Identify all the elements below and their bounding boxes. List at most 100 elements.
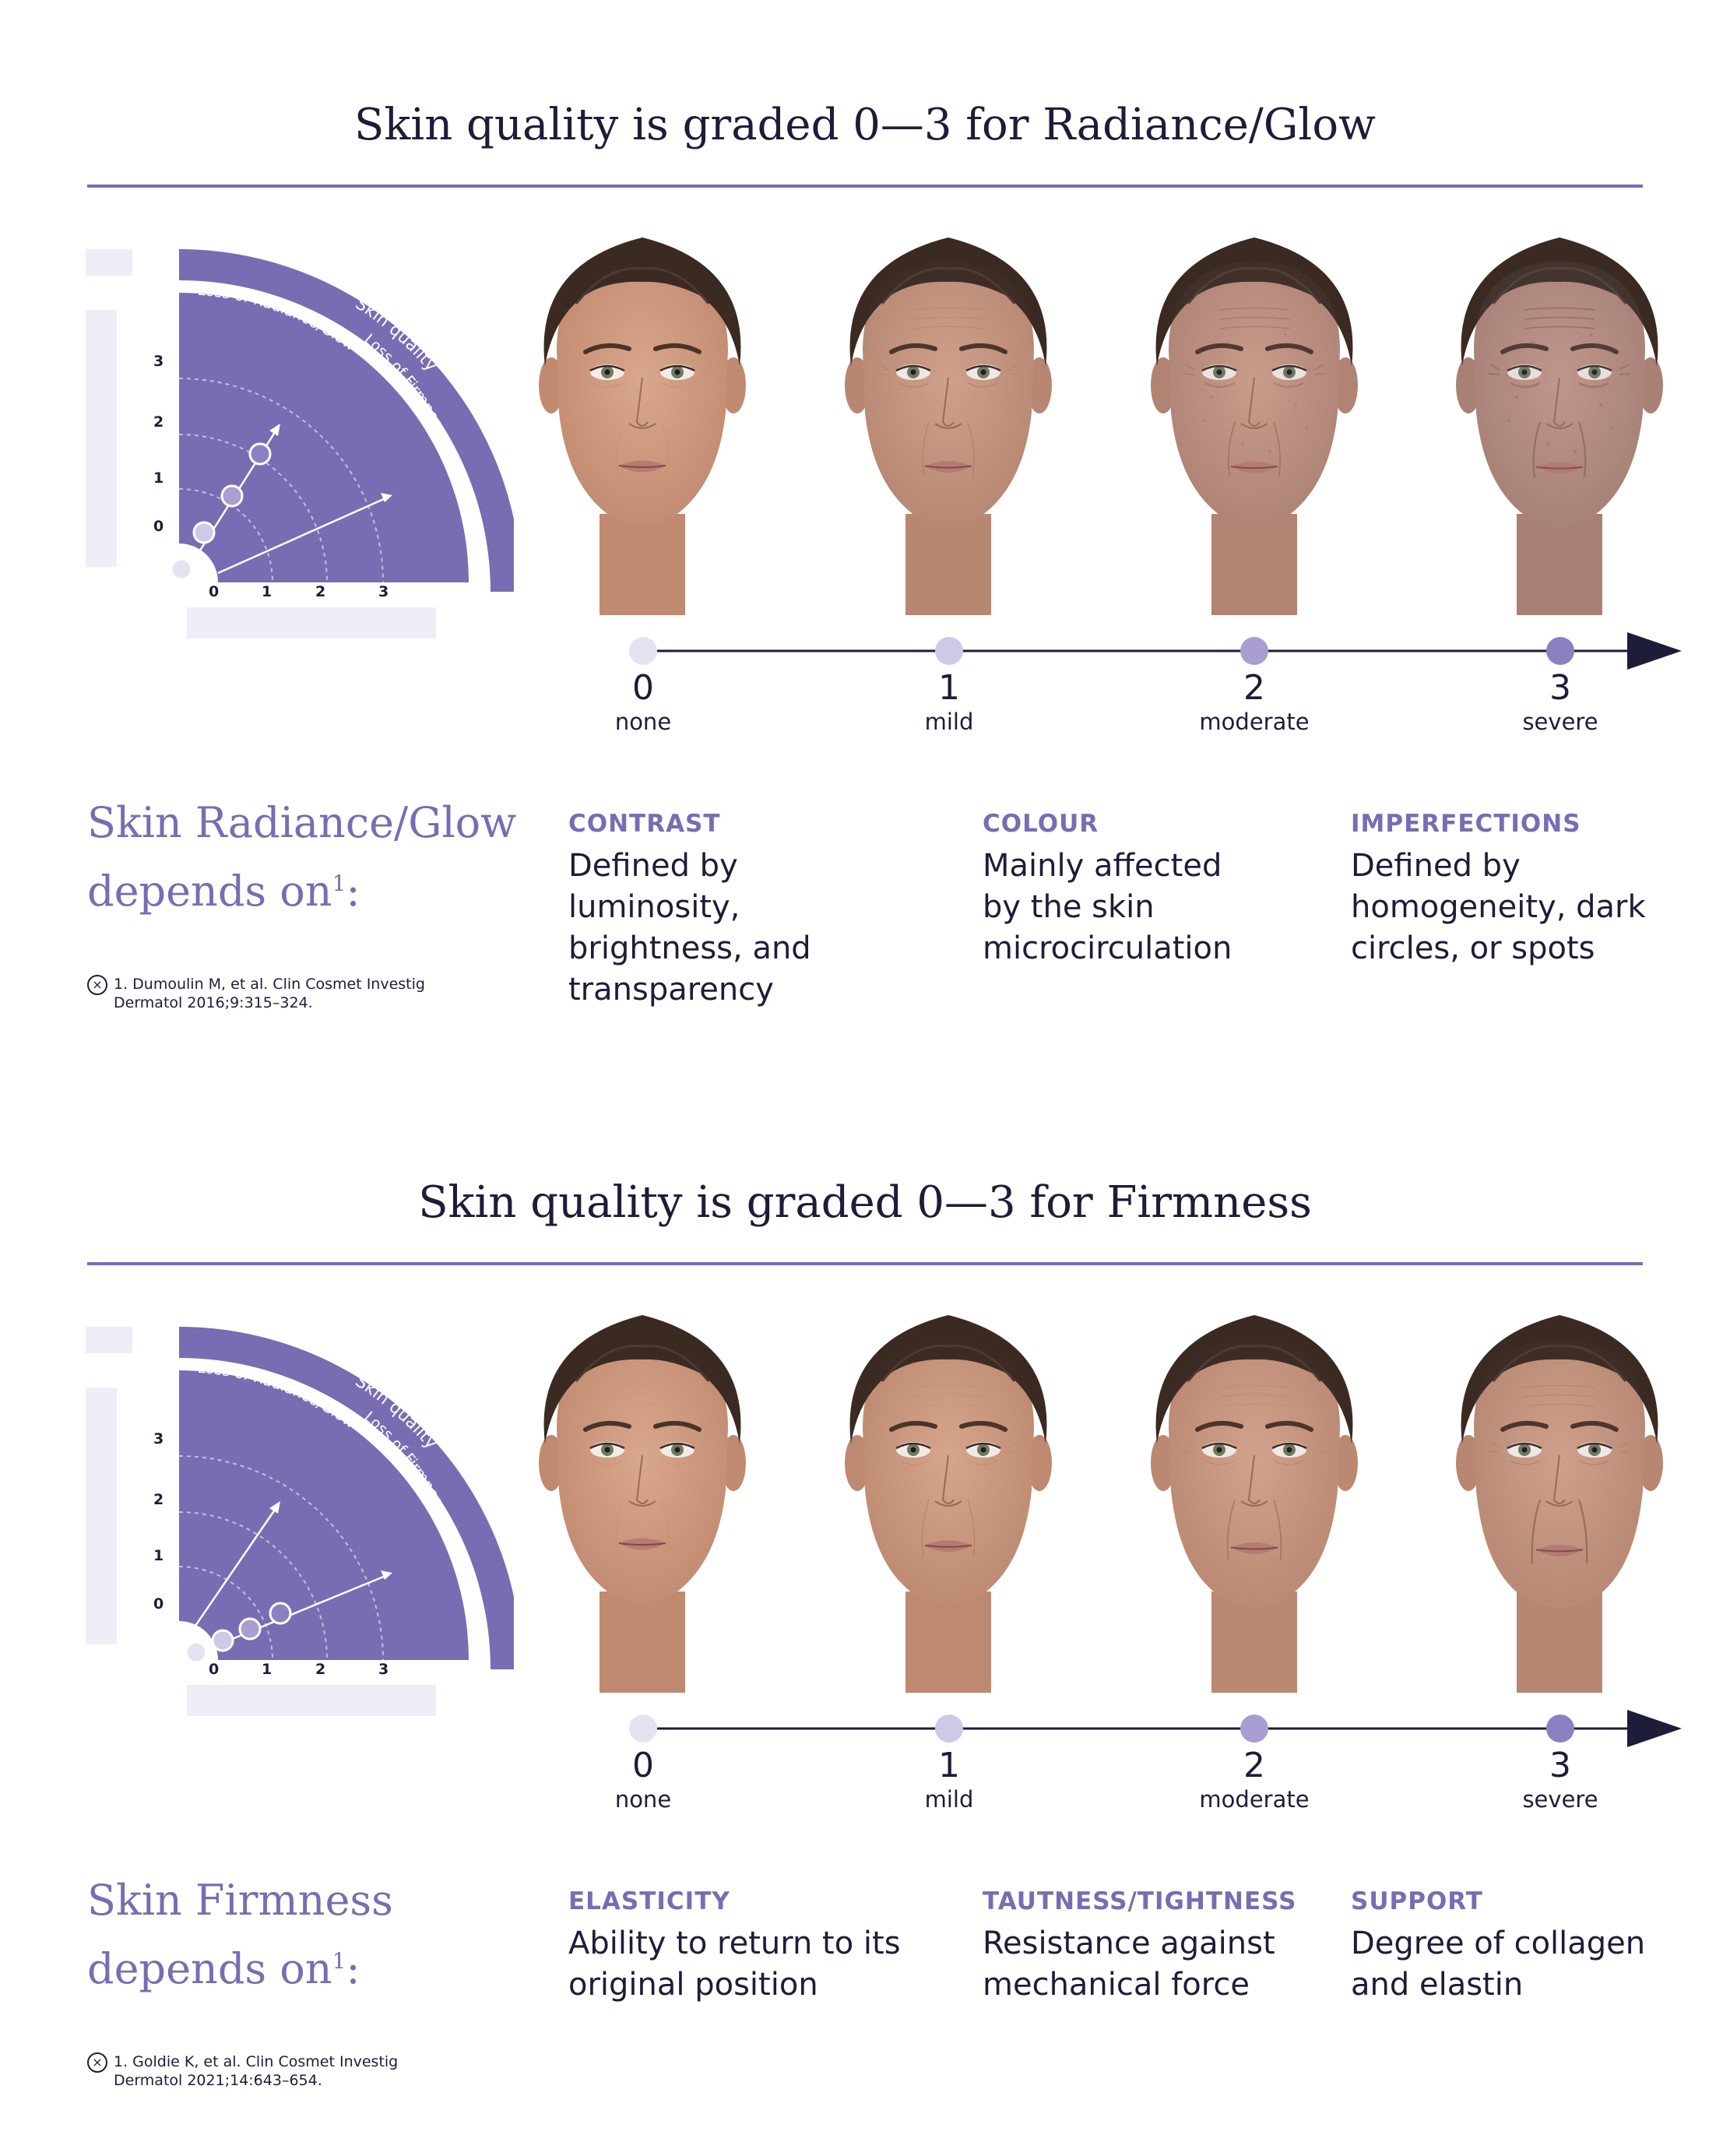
- scale-dot-1: [935, 637, 963, 665]
- depends-heading: Skin Radiance/Glow depends on1:: [87, 793, 539, 922]
- grade-ring: [178, 378, 384, 583]
- grade-ring: [178, 1566, 273, 1661]
- grade-label: severe: [1522, 709, 1598, 735]
- arrowhead: [269, 424, 280, 436]
- factor-imperfections: IMPERFECTIONS Defined by homogeneity, da…: [1351, 810, 1662, 969]
- factor-elasticity: ELASTICITY Ability to return to its orig…: [568, 1887, 919, 2006]
- y-tick: 3: [153, 1430, 164, 1447]
- y-tick: 0: [153, 518, 164, 535]
- depends-suffix: :: [346, 867, 360, 916]
- grade-number: 1: [938, 1746, 960, 1785]
- y-tick: 2: [153, 1491, 164, 1508]
- face-grade-0: [514, 1296, 771, 1693]
- firmness-axis-arrow: [217, 497, 386, 575]
- depends-line2: depends on: [87, 867, 332, 916]
- scale-dot-2: [1240, 637, 1268, 665]
- x-tick: 2: [315, 1661, 325, 1678]
- x-tick: 3: [378, 1661, 389, 1678]
- face-grade-2: [1126, 1296, 1383, 1693]
- grade-label: none: [614, 1786, 672, 1813]
- grade-label: moderate: [1199, 709, 1310, 735]
- face-illustration: [845, 237, 1052, 615]
- factor-description: Resistance against mechanical force: [983, 1926, 1275, 2003]
- section-title: Skin quality is graded 0—3 for Firmness: [418, 1177, 1312, 1228]
- factor-contrast: CONTRAST Defined by luminosity, brightne…: [568, 810, 919, 1011]
- section-title: Skin quality is graded 0—3 for Radiance/…: [353, 100, 1376, 150]
- face-illustration: [1456, 237, 1663, 615]
- grade-label: moderate: [1199, 1786, 1310, 1813]
- depends-heading: Skin Firmness depends on1:: [87, 1870, 539, 1999]
- factor-description: Defined by luminosity, brightness, and t…: [568, 848, 811, 1008]
- title-divider: [87, 185, 1643, 188]
- face-illustration: [539, 237, 746, 615]
- backdrop-slab: [86, 310, 117, 567]
- reference-icon: ×: [87, 975, 107, 995]
- title-divider: [87, 1262, 1643, 1265]
- face-illustration: [1151, 1315, 1358, 1693]
- grade-ring: [178, 488, 273, 583]
- skin-quality-band: [179, 1327, 522, 1669]
- quadrant-fill: [179, 293, 469, 582]
- x-tick: 1: [262, 583, 272, 600]
- firmness-section: Skin quality is graded 0—3 for Firmness: [0, 1078, 1730, 2156]
- grade-label: mild: [924, 709, 974, 735]
- quadrant-fill: [179, 1370, 469, 1660]
- reference-note: × 1. Dumoulin M, et al. Clin Cosmet Inves…: [87, 975, 476, 1012]
- grade-dot-2: [220, 484, 244, 508]
- x-tick: 2: [315, 583, 325, 600]
- factor-description: Degree of collagen and elastin: [1351, 1926, 1646, 2003]
- factor-description: Mainly affected by the skin microcircula…: [983, 848, 1232, 966]
- backdrop-slab: [86, 1327, 132, 1353]
- grade-dot-3: [269, 1602, 292, 1625]
- grade-label: none: [614, 709, 672, 735]
- face-grade-1: [820, 218, 1077, 615]
- face-illustration: [845, 1315, 1052, 1693]
- grade-dot-3: [248, 442, 272, 466]
- grade-number: 3: [1549, 1746, 1571, 1785]
- backdrop-slab: [187, 1685, 436, 1716]
- x-tick: 1: [262, 1661, 272, 1678]
- factor-support: SUPPORT Degree of collagen and elastin: [1351, 1887, 1662, 2006]
- arrowhead: [381, 1570, 392, 1580]
- scale-arrowhead: [1627, 1710, 1682, 1747]
- y-tick: 1: [153, 1547, 164, 1564]
- grade-number: 2: [1243, 1746, 1265, 1785]
- scale-dot-3: [1546, 637, 1574, 665]
- depends-line1: Skin Firmness: [87, 1876, 393, 1925]
- factor-description: Ability to return to its original positi…: [568, 1926, 901, 2003]
- grade-number: 0: [632, 668, 654, 708]
- quadrant-svg: Skin quality Loss of Radiance/Glow Loss …: [86, 1327, 522, 1716]
- scale-dot-1: [935, 1715, 963, 1743]
- reference-note: × 1. Goldie K, et al. Clin Cosmet Investi…: [87, 2052, 476, 2090]
- x-tick: 0: [209, 1661, 219, 1678]
- arrowhead: [381, 493, 392, 502]
- grade-ring: [178, 1455, 384, 1661]
- grade-label: severe: [1522, 1786, 1598, 1813]
- depends-suffix: :: [346, 1944, 360, 1993]
- face-illustration: [539, 1315, 746, 1693]
- skin-quality-band: [179, 249, 522, 592]
- grade-number: 0: [632, 1746, 654, 1785]
- grade-number: 2: [1243, 668, 1265, 708]
- scale-dot-0: [629, 1715, 657, 1743]
- face-grade-3: [1431, 1296, 1688, 1693]
- face-illustration: [1151, 237, 1358, 615]
- scale-dot-3: [1546, 1715, 1574, 1743]
- y-tick: 2: [153, 413, 164, 431]
- grade-number: 1: [938, 668, 960, 708]
- grade-ring: [178, 1511, 328, 1661]
- grade-dot-0: [170, 557, 193, 581]
- skin-quality-quadrant-diagram: Skin quality Loss of Radiance/Glow Loss …: [78, 234, 522, 670]
- radiance-section: Skin quality is graded 0—3 for Radiance/…: [78, 100, 1682, 1012]
- grade-dot-0: [185, 1641, 208, 1664]
- y-tick: 3: [153, 353, 164, 370]
- depends-line2: depends on: [87, 1944, 332, 1993]
- grade-ring: [178, 434, 328, 583]
- scale-dot-0: [629, 637, 657, 665]
- grade-number: 3: [1549, 668, 1571, 708]
- factor-heading: SUPPORT: [1351, 1887, 1483, 1915]
- grade-label: mild: [924, 1786, 974, 1813]
- footnote-marker: 1: [332, 870, 346, 896]
- face-grade-2: [1126, 218, 1383, 615]
- scale-arrowhead: [1627, 632, 1682, 670]
